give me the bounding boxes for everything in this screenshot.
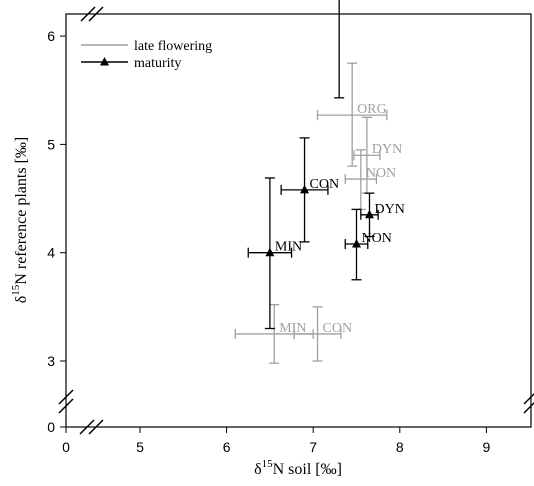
point-label: MIN [275, 240, 302, 255]
y-axis-label-main: N reference plants [‰] [13, 137, 30, 285]
x-tick-label: 9 [483, 439, 491, 455]
triangle-marker [300, 184, 310, 194]
data-point-late-flowering-non: NON [344, 149, 396, 211]
y-axis-ticks: 034567 [47, 28, 66, 435]
point-label: NON [362, 231, 392, 246]
y-axis-label-prefix: δ [13, 296, 30, 304]
data-point-maturity-non: NON [344, 208, 392, 281]
y-tick-label: 4 [47, 245, 55, 261]
series-late-flowering: ORG DYN NON MIN CON [234, 62, 402, 364]
axis-breaks [58, 6, 534, 435]
data-point-late-flowering-org: ORG [316, 62, 388, 167]
legend-label-late-flowering: late flowering [134, 39, 212, 54]
x-tick-label: 0 [62, 439, 70, 455]
y-tick-label: 6 [47, 28, 55, 44]
x-axis-label-prefix: δ [254, 461, 262, 478]
triangle-marker [364, 209, 374, 219]
legend-label-maturity: maturity [134, 56, 181, 71]
point-label: DYN [374, 202, 404, 217]
x-axis-label-superscript: 15 [262, 458, 274, 470]
point-label: CON [323, 321, 353, 336]
series-layer: ORG DYN NON MIN CON ORG CON MIN DYN NON [234, 0, 405, 364]
series-maturity: ORG CON MIN DYN NON [247, 0, 405, 330]
x-axis-break-mark [79, 419, 95, 435]
point-label: NON [366, 166, 396, 181]
x-tick-label: 6 [223, 439, 231, 455]
data-point-maturity-dyn: DYN [360, 192, 405, 238]
data-point-maturity-org: ORG [334, 0, 345, 99]
point-label: DYN [372, 142, 402, 157]
y-axis-label: δ15N reference plants [‰] [10, 137, 30, 303]
x-tick-label: 5 [136, 439, 144, 455]
triangle-marker [352, 239, 361, 248]
y-tick-label: 5 [47, 136, 55, 152]
data-point-maturity-min: MIN [247, 177, 302, 330]
data-point-maturity-con: CON [280, 137, 340, 243]
data-point-late-flowering-con: CON [293, 306, 353, 362]
y-tick-label: 0 [47, 419, 55, 435]
x-axis-label-main: N soil [‰] [273, 461, 342, 478]
x-axis-ticks: 0 5 6 7 8 9 [62, 427, 491, 455]
point-label: MIN [279, 321, 306, 336]
plot-frame [65, 13, 532, 428]
point-label: ORG [357, 102, 387, 117]
x-tick-label: 7 [309, 439, 317, 455]
x-tick-label: 8 [396, 439, 404, 455]
y-axis-break-mark [58, 389, 74, 405]
top-axis-break-mark [88, 6, 104, 22]
y-axis-label-superscript: 15 [10, 284, 22, 296]
x-axis-break-mark [88, 419, 104, 435]
triangle-marker [265, 247, 275, 257]
legend: late flowering maturity [81, 39, 212, 71]
point-label: CON [310, 177, 340, 192]
right-axis-break-mark [523, 392, 534, 405]
y-tick-label: 3 [47, 353, 55, 369]
right-axis-break-mark [523, 401, 534, 414]
data-point-late-flowering-dyn: DYN [353, 116, 402, 194]
top-axis-break-mark [80, 6, 96, 22]
legend-marker-maturity [100, 57, 109, 66]
x-axis-label: δ15N soil [‰] [254, 458, 342, 478]
y-axis-break-mark [58, 398, 74, 414]
